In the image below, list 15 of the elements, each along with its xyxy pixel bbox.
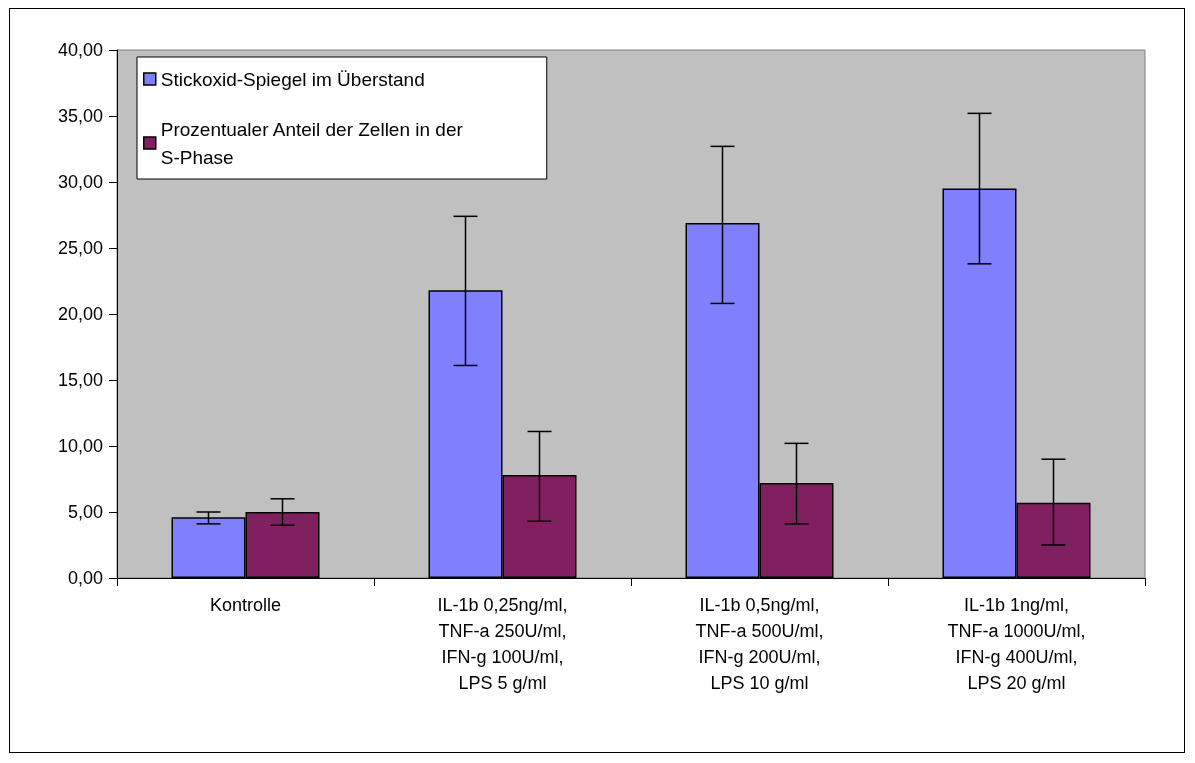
- y-tick-label: 5,00: [67, 502, 103, 522]
- y-tick-label: 40,00: [57, 40, 103, 60]
- y-tick-label: 20,00: [57, 304, 103, 324]
- y-tick-label: 30,00: [57, 172, 103, 192]
- y-tick-label: 0,00: [67, 568, 103, 588]
- x-tick-label: Kontrolle: [209, 595, 282, 615]
- y-tick-label: 10,00: [57, 436, 103, 456]
- y-tick-label: 15,00: [57, 370, 103, 390]
- legend-label: Stickoxid-Spiegel im Überstand: [160, 68, 425, 90]
- y-tick-label: 35,00: [57, 106, 103, 126]
- legend-label: Prozentualer Anteil der Zellen in der S-Phase: [160, 118, 469, 168]
- x-tick-label: IL-1b 0,5ng/ml, TNF-a 500U/ml, IFN-g 200U/ml, LPS 10 g/ml: [695, 595, 824, 693]
- y-tick-label: 25,00: [57, 238, 103, 258]
- x-tick-label: IL-1b 1ng/ml, TNF-a 1000U/ml, IFN-g 400U/ml, LPS 20 g/ml: [947, 595, 1086, 693]
- x-tick-label: IL-1b 0,25ng/ml, TNF-a 250U/ml, IFN-g 100U/ml, LPS 5 g/ml: [437, 595, 568, 693]
